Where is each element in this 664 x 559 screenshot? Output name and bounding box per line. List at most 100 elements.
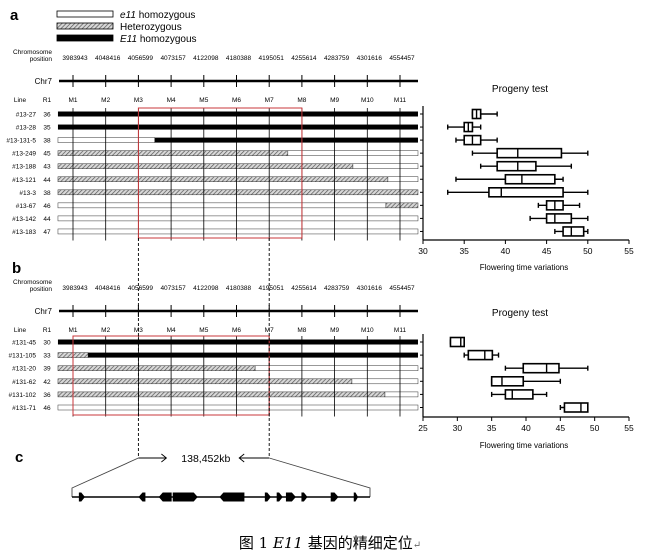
caption-prefix: 图 1 bbox=[239, 534, 273, 552]
genotype-segment-het bbox=[57, 150, 289, 156]
line-id: #13-131-5 bbox=[6, 138, 36, 145]
caption-return-mark: ↵ bbox=[413, 540, 421, 551]
r1-value: 30 bbox=[43, 340, 51, 347]
legend-text: Heterozygous bbox=[120, 22, 182, 33]
chromosome-position: 4056599 bbox=[128, 285, 154, 292]
chromosome-position: 4554457 bbox=[389, 285, 415, 292]
r1-header: R1 bbox=[43, 97, 52, 104]
panel-label: c bbox=[15, 449, 23, 466]
box-13-142 bbox=[420, 213, 589, 224]
genotype-segment-E11 bbox=[154, 137, 418, 143]
x-tick-label: 50 bbox=[590, 423, 600, 433]
iqr-box bbox=[562, 226, 585, 237]
chromosome-position: 4195051 bbox=[259, 285, 285, 292]
genotype-segment-e11 bbox=[387, 176, 419, 182]
gene-arrow-left bbox=[138, 492, 146, 502]
genotype-segment-het bbox=[57, 163, 354, 169]
iqr-box bbox=[504, 173, 556, 185]
legend-swatch-het bbox=[56, 22, 114, 30]
r1-value: 39 bbox=[43, 366, 51, 373]
progeny-test-boxplot: Progeny test 25 30 35 40 45 50 55 Flowering time… bbox=[418, 308, 634, 450]
caption-suffix: 基因的精细定位 bbox=[303, 534, 413, 552]
line-id: #13-188 bbox=[12, 164, 36, 171]
r1-value: 38 bbox=[43, 190, 51, 197]
box-13-249 bbox=[420, 147, 589, 159]
marker-label: M6 bbox=[232, 327, 241, 334]
iqr-box bbox=[449, 336, 466, 348]
gene-arrow-right bbox=[78, 492, 85, 502]
genotype-segment-e11 bbox=[57, 215, 419, 222]
iqr-box bbox=[496, 147, 563, 159]
marker-label: M9 bbox=[330, 327, 339, 334]
r1-value: 46 bbox=[43, 203, 51, 210]
genotype-segment-het bbox=[57, 176, 389, 182]
x-tick-label: 25 bbox=[418, 423, 428, 433]
chromosome-position: 4301616 bbox=[357, 285, 383, 292]
chromosome-label: Chr7 bbox=[35, 307, 53, 316]
marker-label: M10 bbox=[361, 97, 374, 104]
position-header: position bbox=[30, 286, 53, 293]
legend-gene-name: E11 bbox=[120, 34, 137, 45]
legend-label-e11: e11 homozygous bbox=[120, 10, 195, 21]
box-13-3 bbox=[420, 187, 589, 198]
r1-value: 44 bbox=[43, 177, 51, 184]
marker-label: M11 bbox=[394, 327, 407, 334]
marker-label: M8 bbox=[297, 327, 306, 334]
genotype-segment-E11 bbox=[57, 124, 418, 130]
box-131-45 bbox=[420, 336, 466, 348]
line-id: #13-183 bbox=[12, 229, 36, 236]
iqr-box bbox=[490, 375, 525, 387]
chromosome-position: 4073157 bbox=[160, 55, 186, 62]
r1-value: 42 bbox=[43, 379, 51, 386]
line-id: #131-20 bbox=[12, 366, 36, 373]
r1-value: 45 bbox=[43, 151, 51, 158]
r1-value: 46 bbox=[43, 405, 51, 412]
marker-label: M4 bbox=[167, 97, 176, 104]
chromosome-position: 4195051 bbox=[259, 55, 285, 62]
chromosome-label: Chr7 bbox=[35, 77, 53, 86]
position-header: Chromosome bbox=[13, 279, 52, 286]
panel-c-gene-map: c 138,452kb bbox=[15, 238, 371, 502]
genotype-segment-e11 bbox=[351, 378, 419, 385]
position-header: position bbox=[30, 56, 53, 63]
line-id: #131-62 bbox=[12, 379, 36, 386]
line-header: Line bbox=[14, 97, 27, 104]
gene-arrow-right bbox=[276, 492, 283, 502]
genotype-segment-e11 bbox=[57, 404, 419, 411]
genotype-segment-e11 bbox=[352, 163, 419, 169]
iqr-box bbox=[467, 349, 494, 361]
arrowhead-icon bbox=[161, 453, 168, 463]
marker-label: M11 bbox=[394, 97, 407, 104]
marker-label: M10 bbox=[361, 327, 374, 334]
chromosome-position: 4048416 bbox=[95, 285, 121, 292]
r1-value: 35 bbox=[43, 125, 51, 132]
r1-value: 33 bbox=[43, 353, 51, 360]
marker-label: M1 bbox=[68, 97, 77, 104]
genotype-segment-het bbox=[385, 202, 419, 209]
zoom-connector-lines bbox=[71, 457, 371, 497]
genotype-segment-E11 bbox=[57, 339, 418, 345]
x-tick-label: 30 bbox=[418, 246, 428, 256]
box-13-188 bbox=[420, 160, 573, 172]
x-tick-label: 45 bbox=[542, 246, 552, 256]
chromosome-position: 4255614 bbox=[291, 285, 317, 292]
chromosome-position: 3983943 bbox=[62, 285, 88, 292]
genotype-segment-E11 bbox=[57, 111, 418, 117]
marker-label: M5 bbox=[199, 97, 208, 104]
iqr-box bbox=[504, 389, 534, 400]
box-131-102 bbox=[420, 389, 548, 400]
marker-label: M4 bbox=[167, 327, 176, 334]
line-id: #131-105 bbox=[9, 353, 37, 360]
line-id: #131-102 bbox=[9, 392, 37, 399]
genotype-segment-e11 bbox=[384, 391, 419, 398]
line-id: #13-28 bbox=[16, 125, 37, 132]
genotype-segment-het bbox=[57, 189, 419, 196]
interval-size-label: 138,452kb bbox=[181, 453, 230, 465]
box-131-62 bbox=[420, 375, 562, 387]
legend-swatch-e11 bbox=[56, 10, 114, 18]
chromosome-position: 4554457 bbox=[389, 55, 415, 62]
arrowhead-icon bbox=[238, 453, 245, 463]
gene-arrow-right bbox=[353, 492, 359, 502]
